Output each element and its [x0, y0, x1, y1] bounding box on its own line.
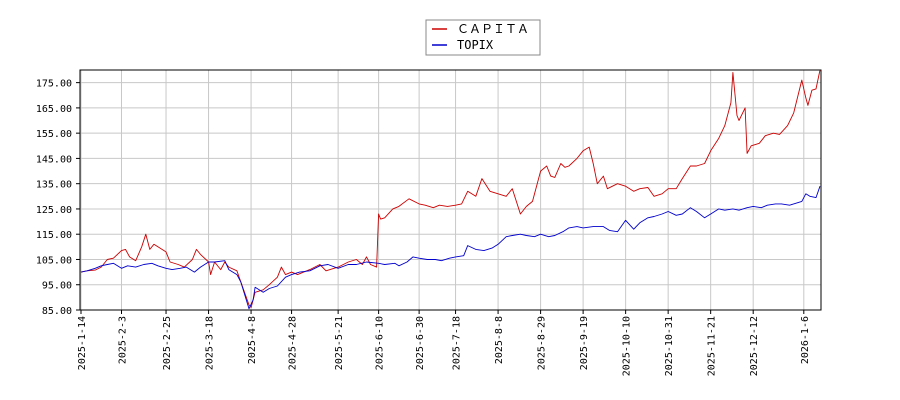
x-tick-label: 2025-2-25 [162, 316, 173, 370]
x-tick-label: 2025-6-10 [375, 316, 386, 370]
legend-box [425, 19, 541, 56]
legend: ＣＡＰＩＴＡ TOPIX [425, 19, 541, 56]
y-tick-label: 165.00 [36, 104, 72, 115]
y-tick-label: 85.00 [42, 306, 72, 317]
plot-frame [79, 69, 822, 311]
x-tick-label: 2025-10-31 [664, 316, 675, 376]
y-tick-label: 155.00 [36, 129, 72, 140]
capita-line [80, 69, 821, 308]
y-axis-ticks: 85.00 95.00 105.00 115.00 125.00 135.00 145.00… [36, 79, 80, 317]
y-tick-label: 145.00 [36, 154, 72, 165]
x-tick-label: 2025-1-14 [77, 316, 88, 370]
x-tick-label: 2025-7-18 [452, 316, 463, 370]
y-tick-label: 95.00 [42, 281, 72, 292]
x-tick-label: 2025-8-8 [494, 316, 505, 364]
x-axis-ticks: 2025-1-14 2025-2-3 2025-2-25 2025-3-18 2025-… [77, 310, 811, 376]
x-tick-label: 2025-4-8 [247, 316, 258, 364]
x-tick-label: 2025-11-21 [707, 316, 718, 376]
x-tick-label: 2025-4-28 [288, 316, 299, 370]
y-tick-label: 135.00 [36, 180, 72, 191]
legend-label-capita: ＣＡＰＩＴＡ [457, 22, 529, 36]
y-tick-label: 115.00 [36, 230, 72, 241]
x-tick-label: 2025-8-29 [537, 316, 548, 370]
x-tick-label: 2025-12-12 [749, 316, 760, 376]
legend-label-topix: TOPIX [457, 38, 494, 52]
y-tick-label: 125.00 [36, 205, 72, 216]
y-tick-label: 175.00 [36, 79, 72, 90]
y-tick-label: 105.00 [36, 255, 72, 266]
topix-line [80, 186, 821, 310]
x-tick-label: 2025-2-3 [117, 316, 128, 364]
x-tick-label: 2026-1-6 [800, 316, 811, 364]
x-tick-label: 2025-3-18 [205, 316, 216, 370]
x-tick-label: 2025-9-19 [579, 316, 590, 370]
series-lines [80, 69, 821, 310]
x-tick-label: 2025-10-10 [622, 316, 633, 376]
grid-lines [80, 70, 821, 311]
x-tick-label: 2025-5-21 [334, 316, 345, 370]
x-tick-label: 2025-6-30 [415, 316, 426, 370]
